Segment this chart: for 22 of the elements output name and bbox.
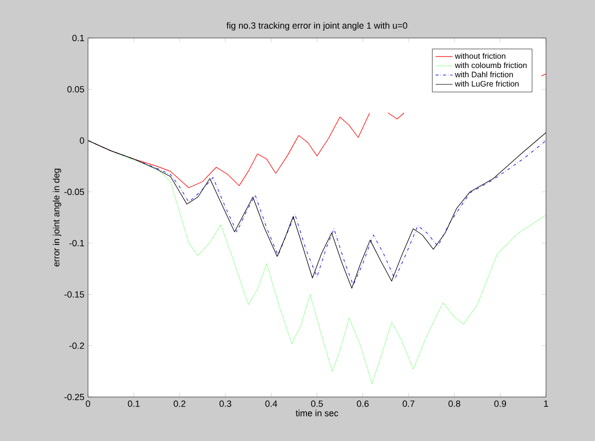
x-tick-label: 0.4 [265,400,278,407]
y-tick-label: 0.05 [67,86,84,92]
y-tick-label: -0.15 [64,291,84,298]
x-tick-label: 0.5 [311,400,323,407]
y-tick-label: -0.2 [69,342,84,349]
x-axis-title: time in sec [296,410,338,416]
y-tick-label: -0.05 [64,188,84,196]
x-tick-label: 0.8 [448,400,460,407]
x-tick-label: 1 [544,400,548,407]
y-tick-label: -0.25 [64,394,84,400]
y-tick-label: 0.1 [72,34,84,42]
chart-title: fig no.3 tracking error in joint angle 1 with u=0 [226,22,408,30]
y-tick-label: 0 [80,137,84,144]
x-tick-label: 0.2 [174,400,186,407]
y-axis-title: error in joint angle in deg [52,168,62,266]
x-tick-label: 0.9 [494,400,506,407]
x-tick-label: 0.3 [220,400,232,407]
x-tick-label: 0.7 [402,400,414,407]
y-tick-label: -0.1 [69,240,84,246]
x-tick-label: 0 [86,400,90,407]
x-tick-label: 0.1 [128,400,140,407]
x-tick-label: 0.6 [356,400,369,407]
